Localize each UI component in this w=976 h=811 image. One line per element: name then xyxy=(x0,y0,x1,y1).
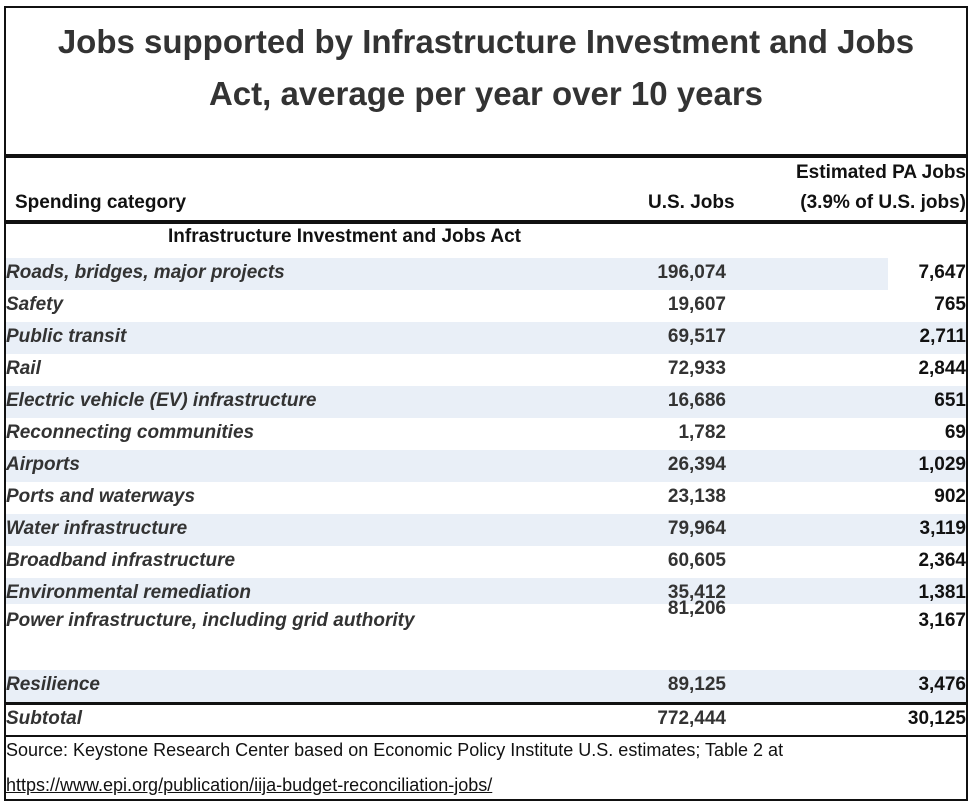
row-pa-jobs: 765 xyxy=(934,294,966,315)
row-us-jobs: 79,964 xyxy=(667,518,726,539)
title-line-2: Act, average per year over 10 years xyxy=(208,75,764,112)
row-category: Ports and waterways xyxy=(6,486,196,507)
table-row: Airports 26,394 1,029 xyxy=(6,450,966,482)
row-pa-jobs: 7,647 xyxy=(918,262,966,283)
row-category: Power infrastructure, including grid aut… xyxy=(6,610,415,631)
subtotal-us-jobs: 772,444 xyxy=(657,708,726,729)
row-category: Safety xyxy=(6,294,64,315)
row-band xyxy=(6,514,966,546)
subtotal-row: Subtotal 772,444 30,125 xyxy=(6,704,966,736)
row-band xyxy=(6,322,966,354)
row-pa-jobs: 2,844 xyxy=(918,358,966,379)
table-row: Ports and waterways 23,138 902 xyxy=(6,482,966,514)
row-pa-jobs: 3,476 xyxy=(918,674,966,695)
row-category: Resilience xyxy=(6,674,100,695)
row-category: Reconnecting communities xyxy=(6,422,255,443)
row-band xyxy=(6,258,888,290)
table-row: Electric vehicle (EV) infrastructure 16,6… xyxy=(6,386,966,418)
row-category: Environmental remediation xyxy=(6,582,251,603)
row-band xyxy=(6,578,966,604)
row-pa-jobs: 2,364 xyxy=(918,550,966,571)
table-title: Jobs supported by Infrastructure Investm… xyxy=(6,16,966,120)
source-note: Source: Keystone Research Center based o… xyxy=(6,740,784,760)
table-row: Reconnecting communities 1,782 69 xyxy=(6,418,966,450)
row-us-jobs: 26,394 xyxy=(667,454,726,475)
row-us-jobs: 23,138 xyxy=(667,486,726,507)
subtotal-label: Subtotal xyxy=(6,708,82,729)
row-us-jobs: 1,782 xyxy=(678,422,726,443)
row-us-jobs: 81,206 xyxy=(667,598,726,619)
row-category: Public transit xyxy=(6,326,127,347)
subtotal-pa-jobs: 30,125 xyxy=(907,708,966,729)
row-pa-jobs: 902 xyxy=(934,486,966,507)
header-us-jobs: U.S. Jobs xyxy=(648,192,735,213)
row-us-jobs: 35,412 xyxy=(667,582,726,603)
row-category: Water infrastructure xyxy=(6,518,188,539)
row-pa-jobs: 651 xyxy=(934,390,966,411)
row-us-jobs: 196,074 xyxy=(657,262,726,283)
row-category: Airports xyxy=(6,454,80,475)
row-band xyxy=(6,670,966,702)
row-band xyxy=(6,386,966,418)
subtotal-divider xyxy=(6,702,966,705)
row-category: Broadband infrastructure xyxy=(6,550,236,571)
row-us-jobs: 16,686 xyxy=(667,390,726,411)
row-category: Electric vehicle (EV) infrastructure xyxy=(6,390,317,411)
row-pa-jobs: 1,381 xyxy=(918,582,966,603)
row-pa-jobs: 1,029 xyxy=(918,454,966,475)
row-us-jobs: 72,933 xyxy=(667,358,726,379)
row-pa-jobs: 3,119 xyxy=(919,518,967,539)
row-us-jobs: 69,517 xyxy=(667,326,726,347)
table-row: Power infrastructure, including grid aut… xyxy=(6,598,966,638)
table-row: Broadband infrastructure 60,605 2,364 xyxy=(6,546,966,578)
table-row: Rail 72,933 2,844 xyxy=(6,354,966,386)
header-pa-jobs-line-1: Estimated PA Jobs xyxy=(796,162,966,183)
source-divider xyxy=(6,735,966,737)
title-divider xyxy=(6,154,966,158)
row-us-jobs: 89,125 xyxy=(667,674,726,695)
title-line-1: Jobs supported by Infrastructure Investm… xyxy=(57,23,915,60)
header-category: Spending category xyxy=(15,192,187,213)
row-us-jobs: 60,605 xyxy=(667,550,726,571)
header-pa-jobs-line-2: (3.9% of U.S. jobs) xyxy=(800,192,966,213)
row-pa-jobs: 69 xyxy=(944,422,966,443)
table-frame: Jobs supported by Infrastructure Investm… xyxy=(4,6,968,801)
table-row: Roads, bridges, major projects 196,074 7,6… xyxy=(6,258,966,290)
table-row: Safety 19,607 765 xyxy=(6,290,966,322)
row-pa-jobs: 3,167 xyxy=(918,610,966,631)
section-label: Infrastructure Investment and Jobs Act xyxy=(168,226,521,247)
table-row: Environmental remediation 35,412 1,381 xyxy=(6,578,966,610)
row-band xyxy=(6,450,966,482)
row-pa-jobs: 2,711 xyxy=(919,326,967,347)
table-row: Resilience 89,125 3,476 xyxy=(6,670,966,702)
header-divider xyxy=(6,220,966,224)
row-us-jobs: 19,607 xyxy=(667,294,726,315)
source-link[interactable]: https://www.epi.org/publication/iija-bud… xyxy=(6,775,493,795)
table-row: Public transit 69,517 2,711 xyxy=(6,322,966,354)
row-category: Rail xyxy=(6,358,41,379)
table-row: Water infrastructure 79,964 3,119 xyxy=(6,514,966,546)
row-category: Roads, bridges, major projects xyxy=(6,262,285,283)
